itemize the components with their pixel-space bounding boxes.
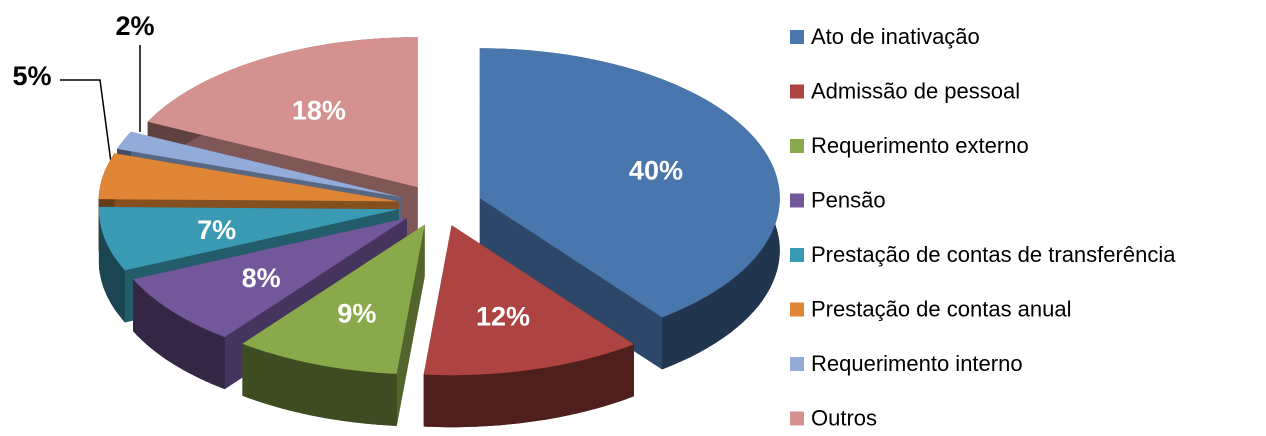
data-label: 7% [197,215,236,245]
slice-top [98,206,399,271]
slice-top [117,131,402,197]
legend-label: Admissão de pessoal [811,78,1020,103]
slice [423,225,634,428]
slice-wall [242,343,397,426]
slice-top [98,153,399,202]
leader-line [60,79,113,171]
slice-wall [98,206,125,323]
slice-top [133,218,407,338]
slice [479,48,780,370]
legend-swatch [790,193,804,208]
legend-swatch [790,248,804,262]
legend-label: Prestação de contas anual [811,296,1072,321]
slice-wall [133,279,225,390]
legend-label: Requerimento interno [811,351,1023,376]
legend-label: Ato de inativação [811,24,980,49]
legend-label: Requerimento externo [811,133,1029,158]
legend-swatch [790,302,804,317]
slice-top [423,225,634,376]
legend-swatch [790,357,804,371]
legend-label: Outros [811,405,877,430]
data-label: 9% [337,298,376,328]
legend-swatch [790,139,804,153]
slice-top [242,224,425,374]
legend-label: Prestação de contas de transferência [811,242,1176,267]
legend-swatch [790,411,804,426]
legend-label: Pensão [811,187,886,212]
legend-swatch [790,84,804,99]
slice-side [479,198,663,370]
slice-wall [423,344,634,428]
data-label: 5% [12,61,51,91]
slice-top [147,37,418,188]
data-label: 12% [476,302,530,332]
slice-top [479,48,780,318]
data-label: 18% [292,96,346,126]
data-label: 8% [242,263,281,293]
data-label: 2% [115,11,154,41]
slice [242,224,425,426]
legend-swatch [790,30,804,44]
data-label: 40% [629,156,683,186]
